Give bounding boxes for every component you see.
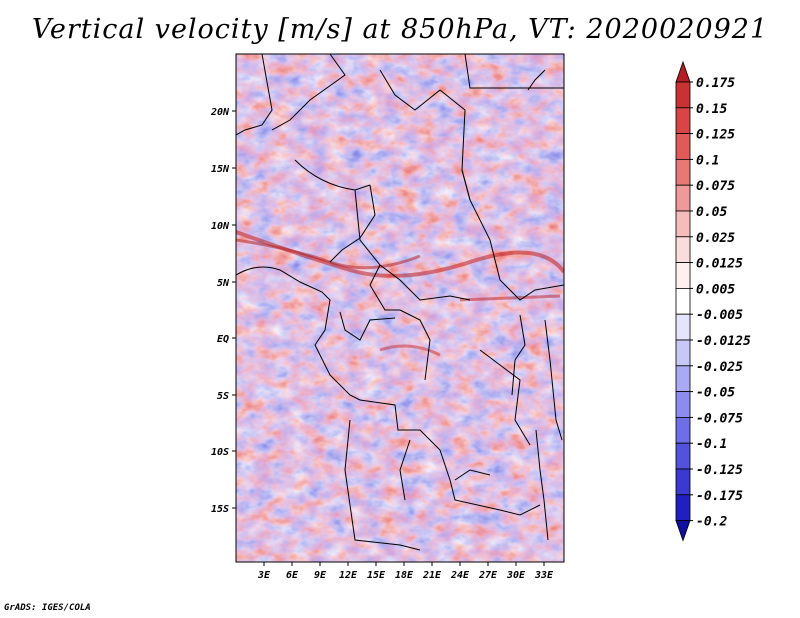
lon-label: 15E <box>367 570 386 581</box>
colorbar-label: -0.1 <box>696 437 727 452</box>
colorbar-swatch <box>675 210 691 238</box>
lat-label: 10N <box>211 221 230 232</box>
colorbar-label: -0.005 <box>696 308 743 323</box>
lat-label: 5S <box>217 391 229 402</box>
lon-tick: 33E <box>534 562 554 581</box>
colorbar-swatch <box>675 158 691 186</box>
lat-tick: 15S <box>211 504 236 515</box>
lon-label: 24E <box>450 570 470 581</box>
colorbar-label: -0.05 <box>696 386 735 401</box>
lon-tick: 27E <box>478 562 498 581</box>
lon-label: 30E <box>506 570 526 581</box>
colorbar-label: 0.0125 <box>696 257 743 272</box>
lat-tick: 10N <box>211 221 236 232</box>
lon-tick: 24E <box>450 562 470 581</box>
colorbar-label: 0.125 <box>696 128 735 143</box>
lat-tick: EQ <box>217 334 236 345</box>
lat-tick: 10S <box>211 447 236 458</box>
lat-label: 5N <box>217 278 230 289</box>
colorbar-label: -0.2 <box>696 515 727 530</box>
map-frame <box>235 53 565 563</box>
colorbar-label: -0.0125 <box>696 334 751 349</box>
colorbar-swatch <box>675 494 691 521</box>
lat-label: 10S <box>211 447 229 458</box>
country-boundaries <box>236 54 564 551</box>
colorbar-bottom-arrow <box>675 520 691 542</box>
lon-tick: 6E <box>286 562 299 581</box>
colorbar-label: 0.1 <box>696 153 719 168</box>
colorbar-swatch <box>675 107 691 135</box>
lon-label: 33E <box>534 570 554 581</box>
lon-tick: 12E <box>339 562 358 581</box>
lon-tick: 15E <box>367 562 386 581</box>
lon-tick: 3E <box>257 562 271 581</box>
colorbar-swatch <box>675 236 691 264</box>
lat-label: 15S <box>211 504 229 515</box>
colorbar-label: 0.05 <box>696 205 727 220</box>
colorbar-swatch <box>675 262 691 289</box>
colorbar-label: -0.125 <box>696 463 743 478</box>
longitude-axis: 3E 6E 9E 12E 15E 18E 21E 24E 27E 30E 33E <box>257 562 554 581</box>
colorbar-label: -0.175 <box>696 489 743 504</box>
velocity-field <box>236 54 564 562</box>
chart-title: Vertical velocity [m/s] at 850hPa, VT: 2… <box>31 14 769 45</box>
lat-tick: 5N <box>217 278 236 289</box>
latitude-axis: 20N 15N 10N 5N EQ 5S 10S 15S <box>210 107 236 515</box>
colorbar-swatch <box>675 468 691 496</box>
colorbar-swatch <box>675 442 691 470</box>
lat-label: 15N <box>211 164 230 175</box>
colorbar-swatch <box>675 81 691 109</box>
lat-tick: 5S <box>217 391 236 402</box>
colorbar-label: 0.15 <box>696 102 727 117</box>
grads-credit: GrADS: IGES/COLA <box>4 603 91 613</box>
lon-tick: 21E <box>422 562 442 581</box>
lat-label: 20N <box>210 107 230 118</box>
colorbar-swatch <box>675 287 691 315</box>
colorbar-swatch <box>675 184 691 212</box>
lon-tick: 18E <box>395 562 414 581</box>
lat-tick: 20N <box>210 107 236 118</box>
lat-tick: 15N <box>211 164 236 175</box>
colorbar-swatch <box>675 365 691 392</box>
colorbar-label: 0.005 <box>696 282 735 297</box>
colorbar-top-arrow <box>675 60 691 83</box>
colorbar-label: 0.025 <box>696 231 735 246</box>
colorbar-swatch <box>675 416 691 444</box>
lat-label: EQ <box>217 334 229 345</box>
lon-tick: 30E <box>506 562 526 581</box>
lon-label: 3E <box>257 570 271 581</box>
lon-label: 21E <box>422 570 442 581</box>
colorbar-swatch <box>675 339 691 367</box>
lon-label: 12E <box>339 570 358 581</box>
colorbar-label: 0.075 <box>696 179 735 194</box>
colorbar-label: -0.075 <box>696 411 743 426</box>
lon-label: 27E <box>478 570 498 581</box>
lon-label: 9E <box>314 570 327 581</box>
colorbar-label: -0.025 <box>696 360 743 375</box>
colorbar-swatch <box>675 313 691 341</box>
lon-label: 6E <box>286 570 299 581</box>
colorbar: 0.175 0.15 0.125 0.1 0.075 0.05 0.025 0.0125 0.0… <box>675 60 751 542</box>
lon-label: 18E <box>395 570 414 581</box>
lon-tick: 9E <box>314 562 327 581</box>
colorbar-swatch <box>675 391 691 418</box>
colorbar-label: 0.175 <box>696 76 735 91</box>
colorbar-swatch <box>675 133 691 160</box>
